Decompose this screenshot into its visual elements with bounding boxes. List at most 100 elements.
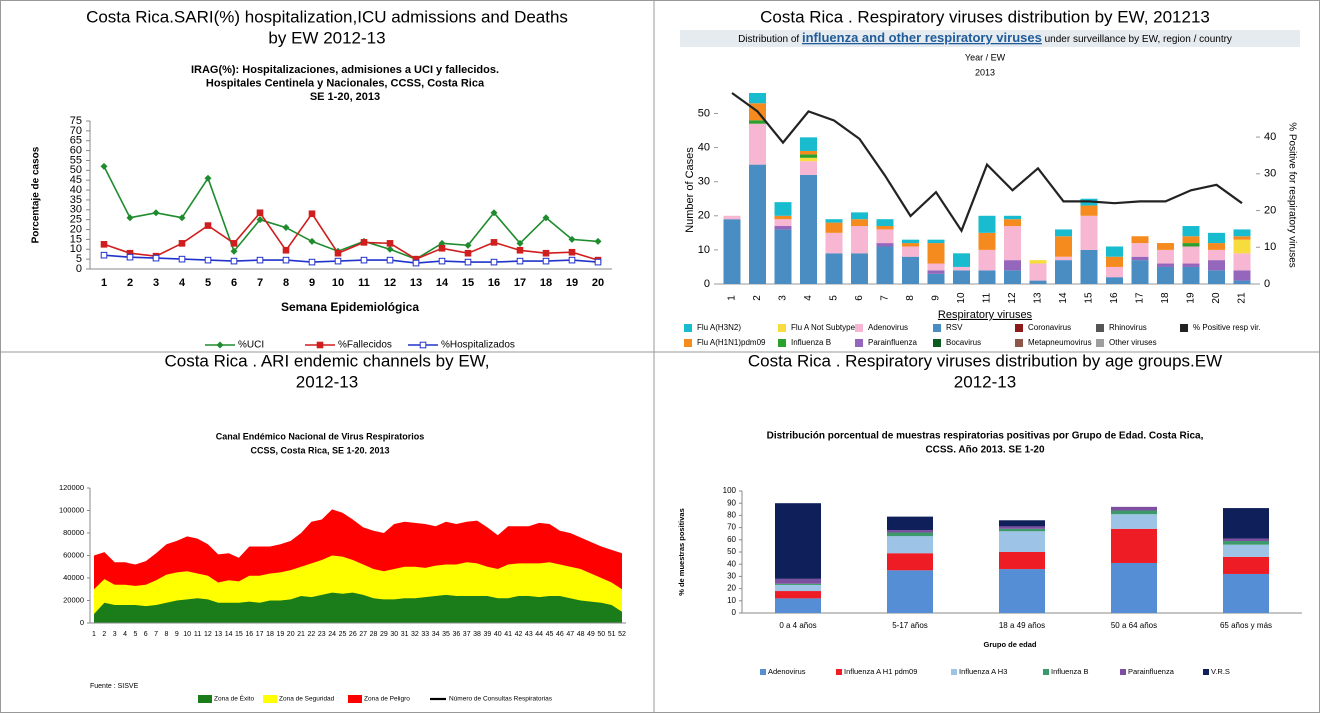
- x-tick-label: 1: [101, 277, 107, 289]
- bar-segment: [1004, 270, 1021, 284]
- x-tick-label: 51: [608, 631, 616, 638]
- area-series: [94, 592, 622, 623]
- marker: [204, 174, 212, 182]
- y-tick-label: 30: [727, 572, 736, 581]
- y-tick-label: 90: [727, 498, 736, 507]
- bar-segment: [1080, 249, 1098, 284]
- bar-segment: [723, 219, 741, 284]
- axis-header: 2013: [975, 67, 995, 77]
- bar-segment: [1106, 266, 1123, 278]
- bar-segment: [876, 226, 894, 230]
- y-tick-label: 0: [732, 608, 737, 617]
- marker: [542, 214, 550, 222]
- bar-segment: [800, 137, 817, 151]
- y-tick-label: 0: [76, 263, 82, 275]
- bar-segment: [876, 229, 894, 244]
- y-tick-label: 0: [704, 278, 710, 290]
- bar-segment: [876, 246, 894, 284]
- x-tick-label: 3: [113, 631, 117, 638]
- bar-segment: [978, 270, 996, 284]
- marker: [594, 237, 602, 245]
- x-tick-label: 42: [515, 631, 523, 638]
- y-tick-label: 40000: [63, 573, 84, 582]
- y-tick-label: 25: [70, 214, 82, 226]
- chart-title: SE 1-20, 2013: [310, 91, 380, 103]
- y-tick-label: 70: [70, 125, 82, 137]
- line-series: [731, 92, 1243, 234]
- legend-swatch: [1015, 339, 1023, 347]
- legend-label: Adenovirus: [768, 667, 806, 676]
- marker: [230, 247, 238, 255]
- legend-label: Zona de Éxito: [214, 694, 254, 703]
- bar-segment: [1004, 219, 1021, 227]
- legend-label: Flu A(H3N2): [697, 323, 741, 332]
- bar-segment: [1233, 236, 1251, 240]
- marker: [282, 246, 290, 254]
- marker: [386, 245, 394, 253]
- x-tick-label: 29: [380, 631, 388, 638]
- x-tick-label: 20: [287, 631, 295, 638]
- bar-segment: [902, 256, 919, 284]
- bar-segment: [1111, 514, 1157, 529]
- x-tick-label: 12: [204, 631, 212, 638]
- bar-segment: [1223, 541, 1269, 545]
- x-tick-label: 31: [401, 631, 409, 638]
- legend-label: Número de Consultas Respiratorias: [449, 696, 553, 703]
- marker: [178, 240, 186, 247]
- bar-segment: [851, 212, 868, 220]
- bar-segment: [723, 215, 741, 220]
- chart-title: Canal Endémico Nacional de Virus Respira…: [216, 431, 424, 441]
- marker: [419, 341, 427, 349]
- line-series: [103, 211, 599, 261]
- bar-segment: [749, 93, 766, 104]
- bar-segment: [1182, 236, 1200, 244]
- bar-segment: [774, 229, 792, 284]
- bar-segment: [902, 243, 919, 247]
- bar-segment: [902, 239, 919, 244]
- x-tick-label: 18: [540, 277, 552, 289]
- marker: [334, 257, 342, 265]
- y-tick-label: 30: [698, 176, 710, 188]
- marker: [568, 248, 576, 256]
- bar-segment: [1131, 236, 1149, 244]
- y-tick-label: 50: [698, 107, 710, 119]
- legend-swatch: [778, 339, 786, 347]
- bar-segment: [887, 532, 933, 537]
- bar-segment: [1182, 246, 1200, 264]
- panel-heading: Costa Rica . Respiratory viruses distrib…: [748, 351, 1222, 370]
- y-tick-label: 10: [698, 244, 710, 256]
- bar-segment: [1223, 538, 1269, 542]
- subheader-part: under surveillance by EW, region / count…: [1042, 34, 1232, 45]
- x-tick-label: 20: [1211, 292, 1222, 304]
- marker: [152, 254, 160, 262]
- x-axis-title: Respiratory viruses: [938, 309, 1033, 321]
- x-tick-label: 9: [309, 277, 315, 289]
- x-tick-label: 10: [332, 277, 344, 289]
- legend-swatch: [836, 669, 842, 675]
- y-axis-title: % de muestras positivas: [677, 508, 686, 596]
- bar-segment: [1223, 508, 1269, 539]
- bar-segment: [749, 164, 766, 284]
- marker: [100, 241, 108, 248]
- marker: [334, 249, 342, 257]
- x-tick-label: 41: [504, 631, 512, 638]
- bar-segment: [1055, 256, 1072, 261]
- marker: [152, 209, 160, 217]
- bar-segment: [774, 215, 792, 220]
- x-tick-label: 2: [102, 631, 106, 638]
- x-tick-label: 16: [1109, 292, 1120, 304]
- bar-segment: [825, 222, 843, 233]
- legend-swatch: [933, 339, 941, 347]
- x-tick-label: 18 a 49 años: [999, 621, 1045, 630]
- x-tick-label: 0 a 4 años: [779, 621, 816, 630]
- bar-segment: [1080, 215, 1098, 250]
- y-tick-label: 20000: [63, 595, 84, 604]
- x-tick-label: 25: [339, 631, 347, 638]
- legend-label: Other viruses: [1109, 338, 1157, 347]
- x-tick-label: 8: [165, 631, 169, 638]
- legend-swatch: [1180, 324, 1188, 332]
- subheader: Distribution of influenza and other resp…: [738, 30, 1232, 45]
- bar-segment: [1004, 226, 1021, 261]
- marker: [360, 256, 368, 264]
